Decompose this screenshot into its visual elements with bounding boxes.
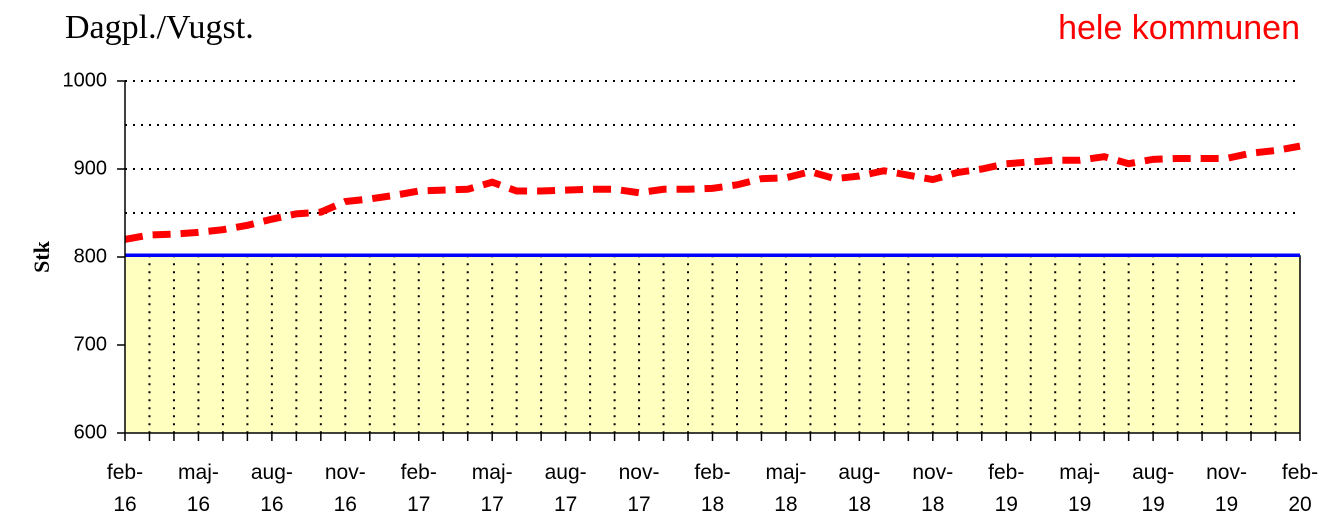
x-tick-label: feb-20 <box>1282 461 1318 516</box>
x-tick-label: maj-16 <box>178 461 219 516</box>
y-tick-label: 700 <box>74 333 107 355</box>
x-tick-label: feb-17 <box>401 461 437 516</box>
x-tick-label: aug-19 <box>1132 461 1174 516</box>
x-tick-label: feb-19 <box>988 461 1024 516</box>
x-tick-label: feb-16 <box>107 461 143 516</box>
y-tick-label: 600 <box>74 421 107 443</box>
x-tick-label: feb-18 <box>694 461 730 516</box>
y-tick-label: 800 <box>74 245 107 267</box>
x-tick-label: nov-16 <box>325 461 366 516</box>
y-tick-label: 900 <box>74 157 107 179</box>
x-tick-label: maj-17 <box>472 461 513 516</box>
y-tick-label: 1000 <box>63 69 108 91</box>
x-tick-label: aug-16 <box>251 461 293 516</box>
x-tick-label: nov-19 <box>1206 461 1247 516</box>
x-tick-label: maj-18 <box>766 461 807 516</box>
chart-title: Dagpl./Vugst. <box>65 9 254 46</box>
x-tick-label: nov-18 <box>912 461 953 516</box>
x-tick-label: maj-19 <box>1059 461 1100 516</box>
x-tick-label: nov-17 <box>619 461 660 516</box>
x-tick-label: aug-18 <box>838 461 880 516</box>
y-axis-label: Stk <box>29 240 54 273</box>
chart-subtitle: hele kommunen <box>1058 9 1300 47</box>
x-tick-label: aug-17 <box>545 461 587 516</box>
series-line <box>124 142 1301 243</box>
